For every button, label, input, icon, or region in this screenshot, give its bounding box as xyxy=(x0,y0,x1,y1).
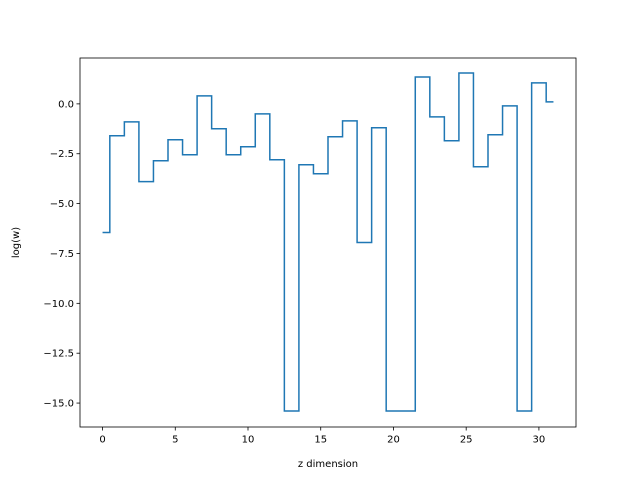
plot-area xyxy=(79,57,577,428)
y-axis-label: log(w) xyxy=(11,227,22,258)
y-tick-label: −12.5 xyxy=(43,349,74,360)
y-tick-label: 0.0 xyxy=(58,99,74,110)
y-tick-label: −15.0 xyxy=(43,399,74,410)
x-tick-label: 5 xyxy=(172,435,178,446)
series-line xyxy=(102,72,554,412)
x-tick-label: 30 xyxy=(533,435,546,446)
x-tick-label: 15 xyxy=(314,435,327,446)
x-tick-label: 20 xyxy=(387,435,400,446)
x-axis-ticks: 0 5 10 15 20 25 30 xyxy=(99,427,545,446)
axes-frame xyxy=(79,57,577,428)
y-tick-label: −7.5 xyxy=(50,249,74,260)
x-axis-label: z dimension xyxy=(298,459,358,470)
y-axis-ticks: 0.0 −2.5 −5.0 −7.5 −10.0 −12.5 −15.0 xyxy=(43,99,80,410)
x-tick-label: 0 xyxy=(99,435,105,446)
y-tick-label: −2.5 xyxy=(50,149,74,160)
y-tick-label: −10.0 xyxy=(43,299,74,310)
x-tick-label: 10 xyxy=(242,435,255,446)
x-tick-label: 25 xyxy=(460,435,473,446)
y-tick-label: −5.0 xyxy=(50,199,74,210)
